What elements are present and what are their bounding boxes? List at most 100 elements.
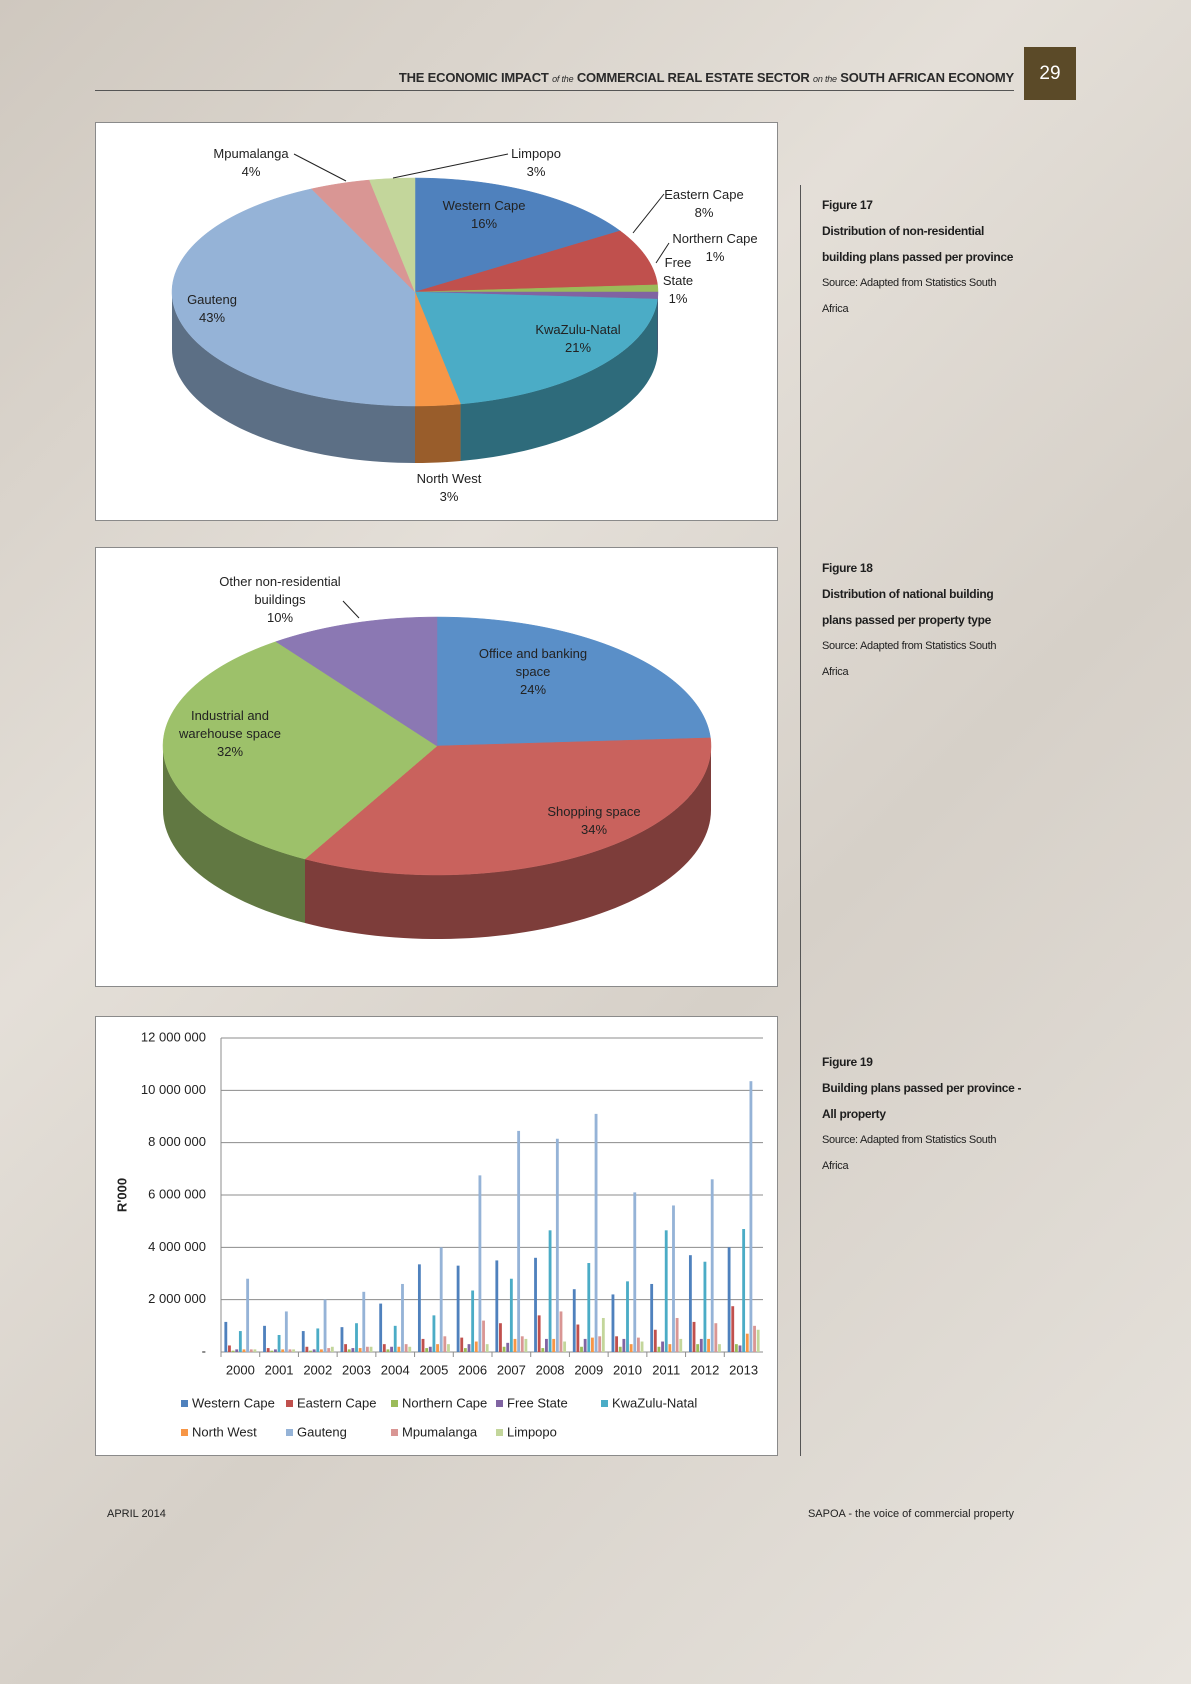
slice-name: Shopping space xyxy=(547,804,641,819)
bar xyxy=(292,1349,296,1352)
slice-label: Eastern Cape 8% xyxy=(644,186,764,222)
bar xyxy=(408,1346,412,1352)
x-tick-label: 2002 xyxy=(303,1362,332,1377)
bar xyxy=(358,1348,362,1352)
column-rule xyxy=(800,185,801,1456)
bar xyxy=(330,1346,334,1352)
legend-label: Eastern Cape xyxy=(297,1395,377,1410)
bar xyxy=(281,1349,285,1352)
bar xyxy=(425,1348,429,1352)
x-tick-label: 2004 xyxy=(381,1362,410,1377)
bar xyxy=(664,1230,668,1352)
x-tick-label: 2006 xyxy=(458,1362,487,1377)
figure-17-chart: Western Cape 16% Eastern Cape 8% Northern Ca… xyxy=(95,122,778,521)
legend-swatch xyxy=(496,1400,503,1407)
x-tick-label: 2012 xyxy=(690,1362,719,1377)
slice-side xyxy=(163,746,305,924)
leader-line xyxy=(293,153,347,182)
bar xyxy=(668,1344,672,1352)
bar xyxy=(661,1341,664,1352)
slice-label: Mpumalanga 4% xyxy=(191,145,311,181)
bar xyxy=(679,1338,683,1352)
y-tick-label: - xyxy=(202,1343,206,1358)
legend-label: KwaZulu-Natal xyxy=(612,1395,697,1410)
slice-value: 4% xyxy=(241,164,261,179)
figure-source: Source: Adapted from Statistics South Af… xyxy=(822,640,997,678)
bar xyxy=(460,1337,464,1352)
slice-label: Shopping space 34% xyxy=(529,803,659,839)
slice-top xyxy=(414,177,621,293)
header-part: on the xyxy=(813,74,837,84)
bar xyxy=(421,1338,425,1352)
slice-name: Other non-residential buildings xyxy=(219,574,341,607)
bar xyxy=(703,1261,707,1352)
bar xyxy=(580,1346,583,1352)
bar xyxy=(499,1323,502,1352)
bar xyxy=(246,1278,250,1352)
y-tick-label: 6 000 000 xyxy=(148,1186,206,1201)
slice-label: Gauteng 43% xyxy=(152,291,272,327)
slice-top xyxy=(171,188,416,407)
slice-side xyxy=(172,292,415,463)
bar xyxy=(675,1317,679,1352)
bar xyxy=(228,1345,231,1352)
slice-side xyxy=(304,746,711,939)
x-tick-label: 2000 xyxy=(226,1362,255,1377)
bar xyxy=(502,1346,506,1352)
bar xyxy=(436,1344,439,1352)
footer-date: APRIL 2014 xyxy=(107,1508,166,1520)
caption: Figure 19 Building plans passed per prov… xyxy=(822,1049,1022,1179)
figure-source: Source: Adapted from Statistics South Af… xyxy=(822,1134,997,1172)
bar xyxy=(432,1315,436,1352)
bar xyxy=(327,1348,331,1352)
figure-title: Distribution of non-residential building… xyxy=(822,224,1014,264)
slice-value: 10% xyxy=(266,610,294,625)
x-tick-label: 2001 xyxy=(265,1362,294,1377)
slice-name: Limpopo xyxy=(511,146,561,161)
bar xyxy=(467,1344,471,1352)
bar xyxy=(710,1179,714,1352)
pie-slice xyxy=(414,291,658,461)
leader-line xyxy=(342,600,360,619)
figure-number: Figure 17 xyxy=(822,198,873,212)
bar xyxy=(640,1341,644,1352)
legend-label: Free State xyxy=(507,1395,568,1410)
bar xyxy=(474,1341,478,1352)
bar xyxy=(231,1350,235,1352)
bar xyxy=(316,1328,320,1352)
bar xyxy=(583,1338,587,1352)
slice-name: Eastern Cape xyxy=(664,187,744,202)
footer-publisher: SAPOA - the voice of commercial property xyxy=(807,1508,1014,1520)
bar xyxy=(270,1350,274,1352)
running-header: THE ECONOMIC IMPACT of the COMMERCIAL RE… xyxy=(399,70,1014,85)
legend-swatch xyxy=(286,1429,293,1436)
x-tick-label: 2009 xyxy=(574,1362,603,1377)
bar xyxy=(288,1349,292,1352)
header-part: of the xyxy=(552,74,574,84)
bar xyxy=(692,1321,696,1352)
x-tick-label: 2005 xyxy=(419,1362,448,1377)
bar xyxy=(699,1338,703,1352)
bar xyxy=(401,1283,404,1352)
bar xyxy=(672,1205,675,1352)
bar xyxy=(428,1346,432,1352)
leader-line xyxy=(655,242,670,264)
bar xyxy=(622,1338,626,1352)
y-tick-label: 10 000 000 xyxy=(141,1082,206,1097)
legend-swatch xyxy=(496,1429,503,1436)
legend-swatch xyxy=(391,1400,398,1407)
bar xyxy=(340,1327,344,1352)
slice-name: Mpumalanga xyxy=(213,146,289,161)
slice-value: 24% xyxy=(519,682,547,697)
bar xyxy=(541,1348,545,1352)
pie-slice xyxy=(414,230,658,293)
bar xyxy=(555,1138,559,1352)
figure-source: Source: Adapted from Statistics South Af… xyxy=(822,277,997,315)
bar xyxy=(369,1346,373,1352)
bar xyxy=(417,1264,421,1352)
x-tick-label: 2003 xyxy=(342,1362,371,1377)
figure-title: Distribution of national building plans … xyxy=(822,587,994,627)
legend-label: Gauteng xyxy=(297,1424,347,1439)
bar xyxy=(443,1336,447,1352)
